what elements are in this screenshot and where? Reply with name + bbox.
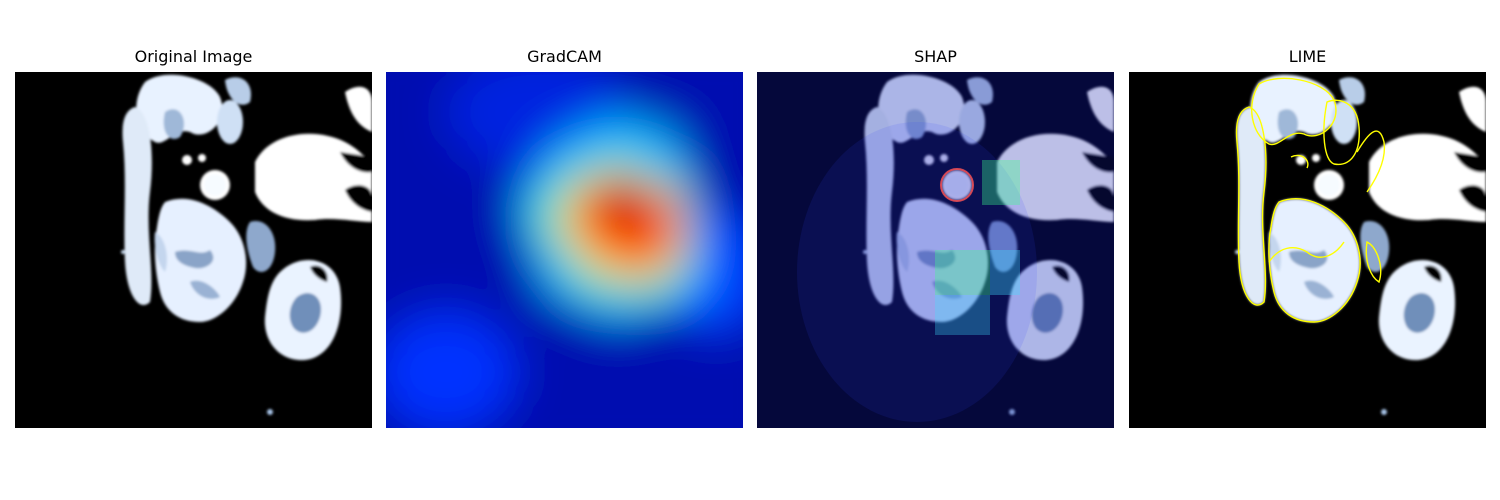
original-image-panel (15, 72, 372, 428)
shap-overlay-image (757, 72, 1114, 428)
panel-title-shap: SHAP (914, 47, 957, 66)
ct-scan-image (15, 72, 372, 428)
panel-title-original: Original Image (134, 47, 253, 66)
lime-panel (1129, 72, 1486, 428)
gradcam-heatmap (386, 72, 743, 428)
lime-boundary-image (1129, 72, 1486, 428)
shap-panel (757, 72, 1114, 428)
panel-title-lime: LIME (1288, 47, 1327, 66)
panel-title-gradcam: GradCAM (527, 47, 602, 66)
gradcam-panel (386, 72, 743, 428)
